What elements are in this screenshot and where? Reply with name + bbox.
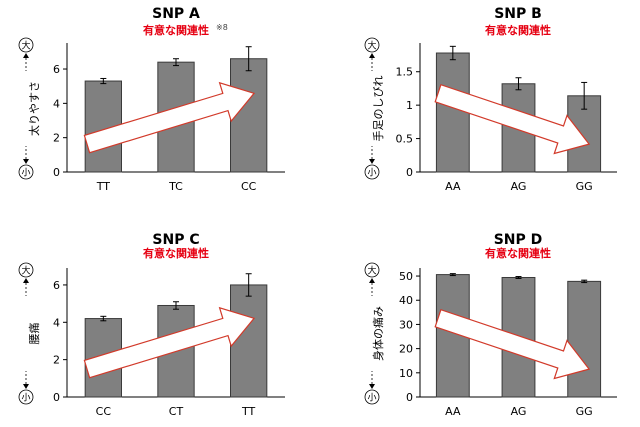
chart-subtitle: 有意な関連性: [143, 246, 209, 260]
y-axis-label: 身体の痛み: [371, 306, 385, 361]
y-tick-label: 2: [53, 132, 60, 145]
y-axis-label: 太りやすさ: [28, 81, 41, 136]
y-tick-label: 0: [53, 391, 60, 404]
scale-arrow-up-head: [23, 278, 29, 283]
y-tick-label: 1.5: [396, 66, 414, 79]
scale-low-label: 小: [21, 393, 30, 404]
scale-arrow-up-head: [23, 53, 29, 58]
scale-low-label: 小: [367, 393, 376, 404]
footnote-marker: ※8: [216, 23, 228, 32]
y-tick-label: 2: [53, 354, 60, 367]
trend-arrow: [83, 81, 256, 154]
trend-arrow: [83, 306, 256, 379]
y-tick-label: 0.5: [396, 133, 414, 146]
scale-high-marker: [18, 262, 34, 278]
scale-high-label: 大: [367, 265, 376, 277]
chart-title: SNP B: [494, 6, 542, 22]
x-tick-label: TT: [96, 180, 111, 193]
y-tick-label: 50: [399, 270, 413, 283]
chart-subtitle: 有意な関連性: [485, 23, 551, 37]
y-tick-label: 40: [399, 294, 413, 307]
scale-high-marker: [18, 37, 34, 53]
scale-high-label: 大: [21, 40, 30, 52]
scale-high-label: 大: [367, 40, 376, 52]
y-tick-label: 30: [399, 318, 413, 331]
scale-arrow-down-head: [369, 159, 375, 164]
y-tick-label: 0: [406, 166, 413, 179]
chart-title: SNP C: [152, 232, 199, 248]
y-tick-label: 0: [53, 166, 60, 179]
x-tick-label: GG: [576, 180, 593, 193]
scale-low-marker: [18, 389, 34, 405]
trend-arrow: [434, 83, 591, 155]
scale-arrow-down-head: [23, 159, 29, 164]
scale-arrow-up-head: [369, 278, 375, 283]
y-tick-label: 6: [53, 63, 60, 76]
chart-subtitle: 有意な関連性: [485, 246, 551, 260]
scale-low-marker: [364, 389, 380, 405]
x-tick-label: TT: [241, 405, 256, 418]
x-tick-label: AG: [511, 180, 527, 193]
y-tick-label: 4: [53, 316, 60, 329]
scale-low-marker: [364, 164, 380, 180]
scale-low-label: 小: [21, 168, 30, 179]
x-tick-label: CT: [169, 405, 184, 418]
chart-title: SNP D: [494, 232, 543, 248]
scale-arrow-down-head: [369, 384, 375, 389]
trend-arrow: [434, 308, 591, 380]
scale-high-marker: [364, 37, 380, 53]
bar: [435, 52, 470, 173]
y-axis-label: 腰痛: [27, 323, 41, 345]
x-tick-label: GG: [576, 405, 593, 418]
x-tick-label: AG: [511, 405, 527, 418]
scale-high-marker: [364, 262, 380, 278]
scale-arrow-up-head: [369, 53, 375, 58]
chart-subtitle: 有意な関連性: [143, 23, 209, 37]
y-tick-label: 20: [399, 343, 413, 356]
y-tick-label: 10: [399, 367, 413, 380]
x-tick-label: CC: [241, 180, 257, 193]
scale-low-marker: [18, 164, 34, 180]
y-tick-label: 1: [406, 99, 413, 112]
scale-arrow-down-head: [23, 384, 29, 389]
y-tick-label: 4: [53, 97, 60, 110]
y-tick-label: 0: [406, 391, 413, 404]
scale-low-label: 小: [367, 168, 376, 179]
scale-high-label: 大: [21, 265, 30, 277]
x-tick-label: AA: [445, 405, 461, 418]
x-tick-label: CC: [96, 405, 112, 418]
x-tick-label: TC: [168, 180, 183, 193]
x-tick-label: AA: [445, 180, 461, 193]
y-tick-label: 6: [53, 279, 60, 292]
y-axis-label: 手足のしびれ: [371, 76, 385, 142]
bar: [567, 280, 602, 398]
chart-title: SNP A: [152, 6, 200, 22]
